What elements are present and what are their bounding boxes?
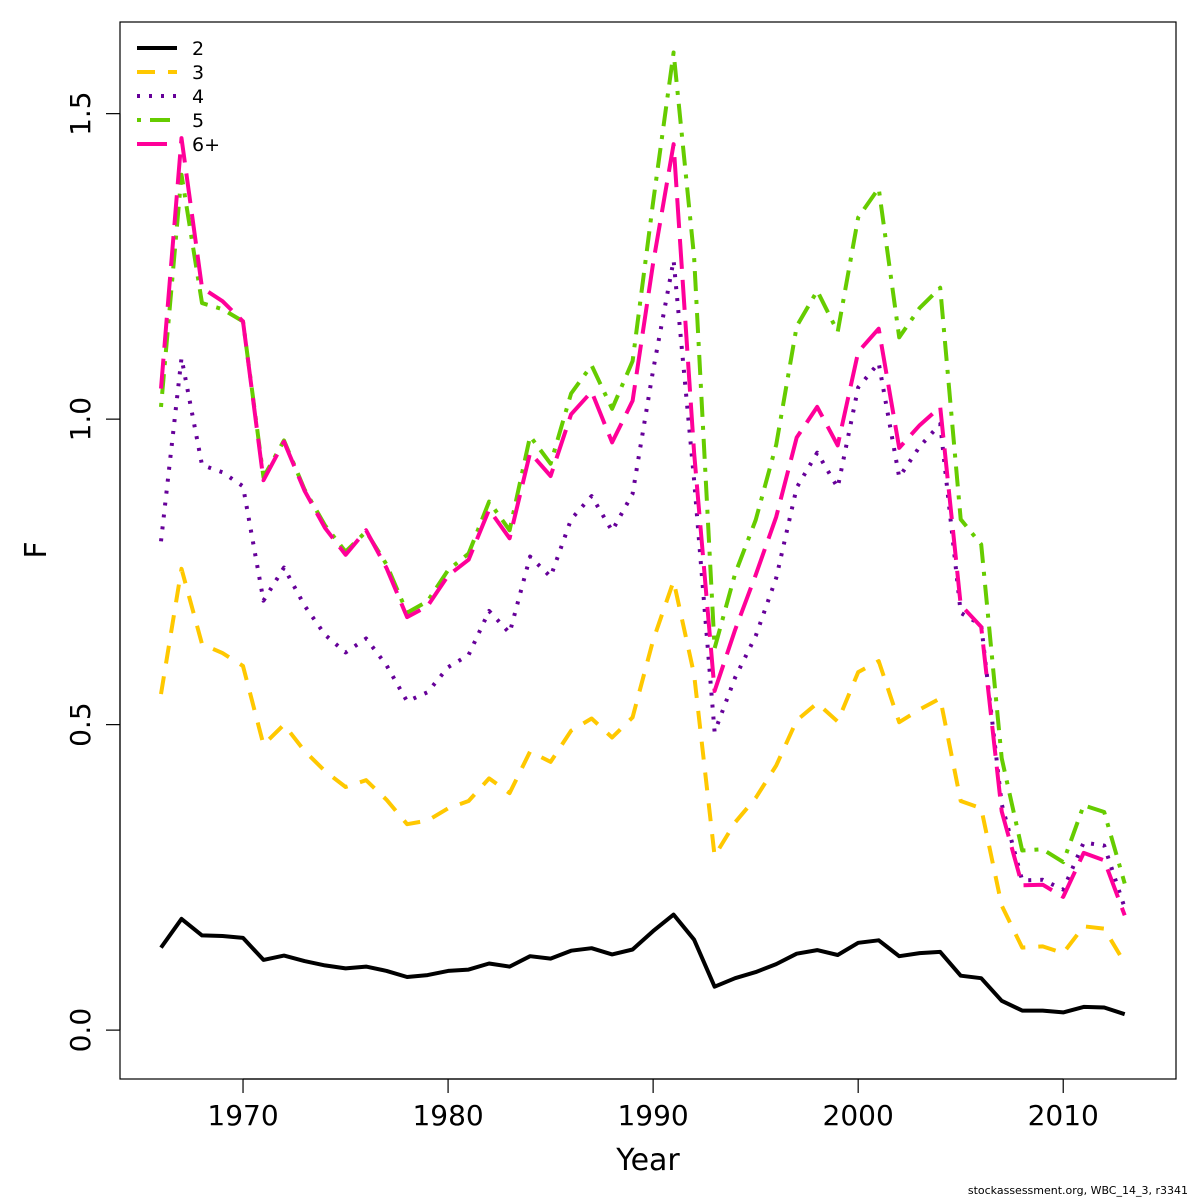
series-line-4 [159,258,1127,909]
y-tick-label: 1.5 [64,91,97,136]
legend-label: 2 [192,38,204,60]
series-line-3 [159,566,1127,964]
y-tick-label: 0.0 [64,1008,97,1053]
series-line-5 [159,50,1127,885]
x-tick-label: 1990 [617,1099,688,1132]
y-tick-label: 1.0 [64,397,97,442]
x-axis-title: Year [615,1143,680,1178]
x-axis: 1970 1980 1990 2000 2010 [207,1078,1099,1132]
legend-label: 5 [192,110,204,132]
legend-label: 4 [192,86,204,108]
y-axis-title: F [19,541,54,558]
x-tick-label: 1970 [207,1099,278,1132]
series-line-6plus [159,136,1127,916]
series-layer [159,50,1127,1017]
series-line-2 [159,912,1126,1017]
legend-label: 6+ [192,134,220,156]
plot-frame [119,21,1177,1080]
legend-label: 3 [192,62,204,84]
x-tick-label: 2000 [823,1099,894,1132]
y-tick-label: 0.5 [64,702,97,747]
x-tick-label: 2010 [1028,1099,1099,1132]
x-tick-label: 1980 [412,1099,483,1132]
source-credit: stockassessment.org, WBC_14_3, r3341 [968,1184,1188,1197]
y-axis: 0.0 0.5 1.0 1.5 [64,91,121,1053]
